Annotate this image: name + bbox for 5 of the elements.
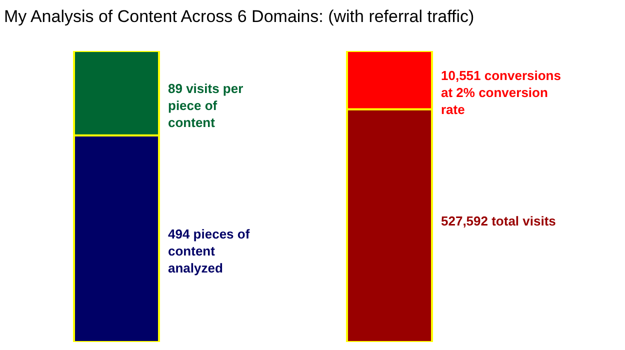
annotation: 10,551 conversions at 2% conversion rate xyxy=(441,68,561,118)
annotation: 89 visits per piece of content xyxy=(168,81,244,130)
chart-title: My Analysis of Content Across 6 Domains: (with referral traffic) xyxy=(4,7,474,27)
annotation: 494 pieces of content analyzed xyxy=(168,226,250,276)
annotation: 527,592 total visits xyxy=(441,214,556,229)
